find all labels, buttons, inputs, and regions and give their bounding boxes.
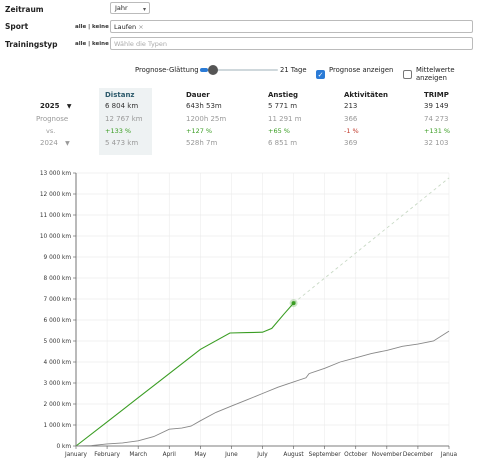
forecast-distance: 12 767 km [105,115,143,123]
stats-header-trimp[interactable]: TRIMP [424,91,449,99]
sport-all-none-toggle[interactable]: alle | keine [75,24,109,30]
y-tick-label: 10 000 km [40,234,71,240]
vs-ascent: +65 % [268,127,290,135]
y-tick-label: 11 000 km [40,213,71,219]
zeitraum-value: Jahr [115,4,128,12]
y-tick-label: 0 km [56,444,71,450]
forecast-duration: 1200h 25m [186,115,227,123]
chevron-down-icon: ▾ [142,6,146,13]
smoothing-value: 21 Tage [280,66,307,74]
slider-handle[interactable] [207,65,218,75]
series-line-current [75,302,295,447]
x-tick-label: December [403,452,434,458]
x-tick-label: July [256,452,268,458]
x-tick-label: January [64,452,88,458]
y-tick-label: 2 000 km [44,402,72,408]
trainingstyp-all-none-toggle[interactable]: alle | keine [75,41,109,47]
previous-trimp: 32 103 [424,139,449,147]
current-ascent: 5 771 m [268,102,298,110]
smoothing-slider[interactable] [200,65,278,75]
x-tick-label: October [344,452,368,458]
x-tick-label: March [129,452,147,458]
slider-track [200,69,278,71]
vs-duration: +127 % [186,127,213,135]
x-tick-label: September [309,452,342,458]
stats-header-distance[interactable]: Distanz [105,91,135,99]
forecast-label: Prognose [36,115,69,123]
sport-tag-label: Laufen [114,23,137,31]
y-tick-label: 5 000 km [44,339,72,345]
remove-tag-icon[interactable]: × [138,23,144,31]
x-tick-label: August [283,452,304,458]
trainingstyp-label: Trainingstyp [5,40,58,49]
y-tick-label: 3 000 km [44,381,72,387]
previous-ascent: 6 851 m [268,139,298,147]
y-tick-label: 8 000 km [44,276,72,282]
current-point-marker[interactable] [291,301,296,306]
current-year-label: 2025 [40,102,60,110]
y-tick-label: 13 000 km [40,171,71,177]
y-tick-label: 1 000 km [44,423,72,429]
x-tick-label: Janua [440,452,458,458]
stats-header-duration[interactable]: Dauer [186,91,210,99]
y-tick-label: 9 000 km [44,255,72,261]
previous-duration: 528h 7m [186,139,218,147]
previous-year-label: 2024 [40,139,58,147]
show-means-checkbox[interactable] [403,64,412,83]
show-means-label: Mittelwerte anzeigen [416,66,455,82]
y-tick-label: 4 000 km [44,360,72,366]
x-tick-label: May [194,452,207,458]
vs-distance: +133 % [105,127,132,135]
year-select-current[interactable]: 2025 ▼ [40,102,72,110]
year-select-previous[interactable]: 2024 ▼ [40,139,70,147]
forecast-trimp: 74 273 [424,115,449,123]
chevron-down-icon: ▼ [66,103,72,110]
previous-distance: 5 473 km [105,139,139,147]
current-distance: 6 804 km [105,102,139,110]
series-line-forecast [293,177,450,304]
slider-fill [200,68,208,72]
vs-trimp: +131 % [424,127,451,135]
current-activities: 213 [344,102,358,110]
x-tick-label: April [163,452,177,458]
smoothing-label: Prognose-Glättung [135,66,199,74]
vs-label: vs. [46,127,56,135]
sport-input[interactable]: Laufen × [110,20,473,33]
y-tick-label: 6 000 km [44,318,72,324]
zeitraum-select[interactable]: Jahr ▾ [110,2,150,14]
show-forecast-checkbox[interactable]: ✓ [316,64,325,83]
distance-column-highlight [99,88,152,155]
trainingstyp-input[interactable]: Wähle die Typen [110,37,473,50]
checkmark-icon: ✓ [316,70,325,79]
vs-activities: -1 % [344,127,359,135]
current-duration: 643h 53m [186,102,222,110]
previous-activities: 369 [344,139,358,147]
sport-label: Sport [5,22,29,31]
y-tick-label: 7 000 km [44,297,72,303]
distance-chart[interactable]: 0 km 1 000 km 2 000 km 3 000 km 4 000 km 5 00… [0,165,485,474]
y-tick-label: 12 000 km [40,192,71,198]
current-trimp: 39 149 [424,102,449,110]
series-line-previous [75,330,450,447]
forecast-activities: 366 [344,115,358,123]
x-tick-label: June [224,452,238,458]
stats-header-activities[interactable]: Aktivitäten [344,91,388,99]
chevron-down-icon: ▼ [65,140,70,147]
x-tick-label: February [94,452,120,458]
forecast-ascent: 11 291 m [268,115,302,123]
x-tick-label: November [372,452,403,458]
trainingstyp-placeholder: Wähle die Typen [114,40,168,48]
empty-checkbox-icon [403,70,412,79]
show-forecast-label: Prognose anzeigen [329,66,394,74]
stats-header-ascent[interactable]: Anstieg [268,91,299,99]
sport-tag: Laufen × [114,23,144,31]
zeitraum-label: Zeitraum [5,5,44,14]
